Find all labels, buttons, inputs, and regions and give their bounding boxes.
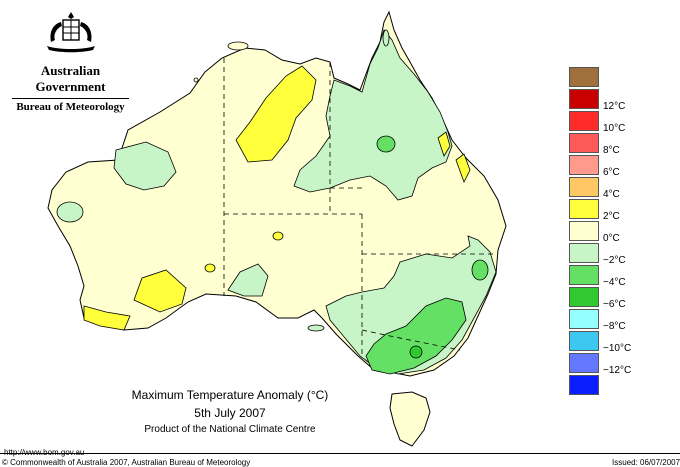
state-borders — [223, 58, 496, 356]
agency-name: Australian Government — [35, 63, 106, 94]
legend-swatch — [569, 111, 599, 131]
footer-url[interactable]: http://www.bom.gov.au — [4, 448, 84, 457]
legend-label: −8°C — [603, 321, 626, 332]
legend-swatch — [569, 353, 599, 373]
anomaly-plus2-spot-central — [272, 231, 284, 241]
legend-label: −12°C — [603, 365, 632, 376]
anomaly-minus2-qld — [293, 29, 453, 201]
legend-swatch — [569, 243, 599, 263]
legend-swatch — [569, 375, 599, 395]
island-small — [193, 77, 199, 83]
footer-divider — [0, 453, 680, 454]
header-divider — [12, 98, 129, 99]
footer-copyright: © Commonwealth of Australia 2007, Austra… — [2, 458, 251, 467]
legend-label: 0°C — [603, 233, 620, 244]
island-melville — [227, 41, 249, 51]
anomaly-minus4-vic — [365, 297, 467, 375]
anomaly-minus2-se — [325, 235, 497, 375]
map-title: Maximum Temperature Anomaly (°C) — [131, 388, 329, 402]
legend-swatch — [569, 199, 599, 219]
footer-issued: Issued: 06/07/2007 — [612, 458, 680, 467]
legend-swatch — [569, 177, 599, 197]
legend-label: −10°C — [603, 343, 632, 354]
legend-swatch — [569, 155, 599, 175]
anomaly-plus2-sw-coast — [83, 305, 131, 331]
legend-swatch — [569, 287, 599, 307]
anomaly-minus4-qld-spot — [376, 135, 396, 153]
anomaly-minus2-pilbara — [113, 141, 177, 191]
legend-swatch — [569, 67, 599, 87]
anomaly-minus4-nsw-spot — [471, 259, 489, 281]
bureau-name: Bureau of Meteorology — [16, 101, 125, 113]
legend-label: 10°C — [603, 123, 626, 134]
legend-swatch — [569, 309, 599, 329]
anomaly-minus2-gascoyne — [56, 201, 84, 223]
anomaly-minus2-eucla — [227, 263, 269, 297]
anomaly-plus2-fraser — [455, 153, 471, 184]
anomaly-minus6-spot — [409, 345, 423, 359]
legend-label: 2°C — [603, 211, 620, 222]
government-crest-block: Australian Government Bureau of Meteorol… — [8, 10, 133, 113]
legend-label: −4°C — [603, 277, 626, 288]
legend-swatch — [569, 331, 599, 351]
tasmania — [389, 391, 431, 447]
anomaly-plus2-qld-coast — [437, 131, 451, 157]
legend-label: −2°C — [603, 255, 626, 266]
legend-label: 12°C — [603, 101, 626, 112]
legend-swatch — [569, 265, 599, 285]
legend-label: 8°C — [603, 145, 620, 156]
anomaly-minus2-ne-tip — [382, 29, 390, 47]
map-product: Product of the National Climate Centre — [144, 424, 316, 435]
legend-swatch — [569, 89, 599, 109]
anomaly-plus2-spot — [204, 263, 216, 273]
legend-swatch — [569, 221, 599, 241]
coat-of-arms-icon — [46, 12, 95, 53]
legend-label: 6°C — [603, 167, 620, 178]
legend-swatch — [569, 133, 599, 153]
anomaly-plus2-nt — [235, 65, 317, 163]
anomaly-plus2-wa-south — [133, 269, 187, 313]
island-kangaroo — [307, 324, 325, 332]
legend-label: −6°C — [603, 299, 626, 310]
legend-label: 4°C — [603, 189, 620, 200]
map-date: 5th July 2007 — [194, 406, 266, 420]
